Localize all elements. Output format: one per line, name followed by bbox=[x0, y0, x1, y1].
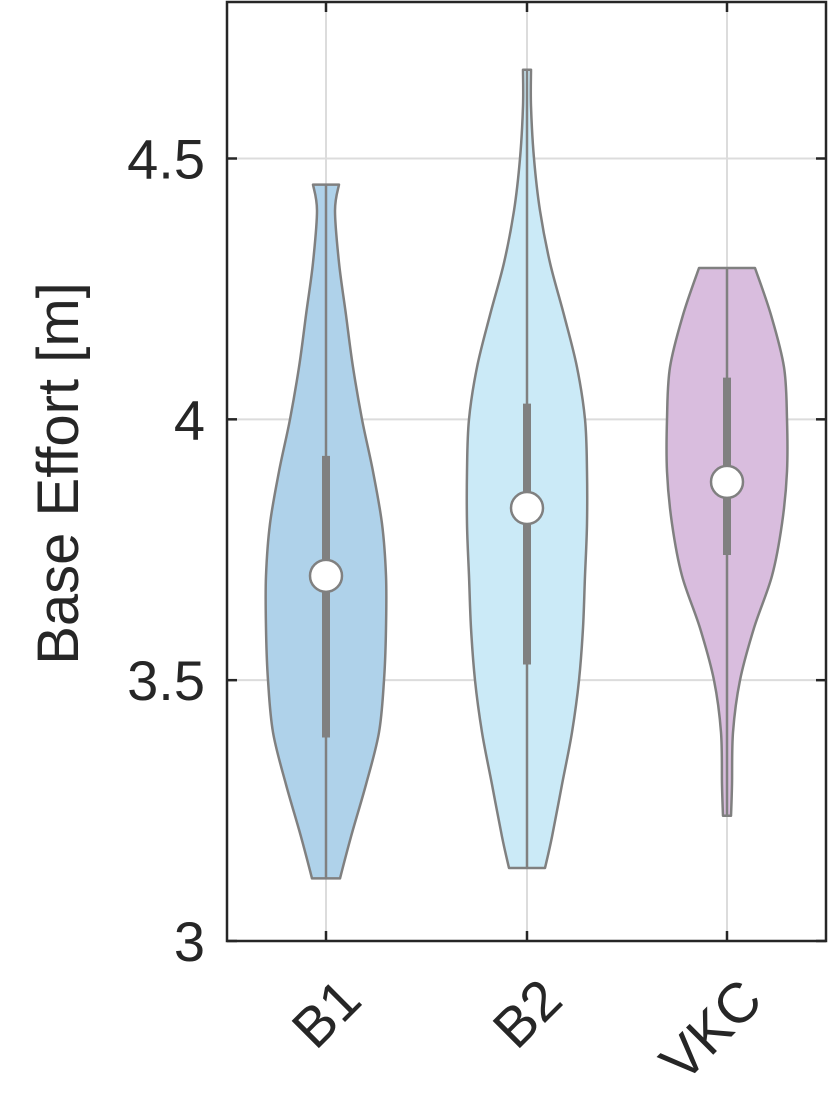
violin-b1 bbox=[264, 183, 388, 880]
axis-ticks bbox=[227, 2, 826, 943]
violins bbox=[264, 68, 789, 880]
y-tick-label: 4.5 bbox=[127, 128, 205, 191]
x-tick-label: B1 bbox=[280, 967, 373, 1060]
median-marker bbox=[509, 490, 545, 526]
x-tick-label: VKC bbox=[648, 967, 774, 1093]
violin-b2 bbox=[465, 68, 589, 870]
y-tick-label: 3.5 bbox=[127, 649, 205, 712]
median-marker bbox=[709, 464, 745, 500]
violin-vkc bbox=[665, 266, 789, 818]
axis-labels: 3 3.5 4 4.5 B1 B2 VKC bbox=[127, 128, 773, 1093]
median-marker bbox=[308, 558, 344, 594]
y-axis-title: Base Effort [m] bbox=[26, 282, 91, 665]
y-tick-label: 3 bbox=[174, 910, 205, 973]
y-tick-label: 4 bbox=[174, 388, 205, 451]
x-tick-label: B2 bbox=[481, 967, 574, 1060]
